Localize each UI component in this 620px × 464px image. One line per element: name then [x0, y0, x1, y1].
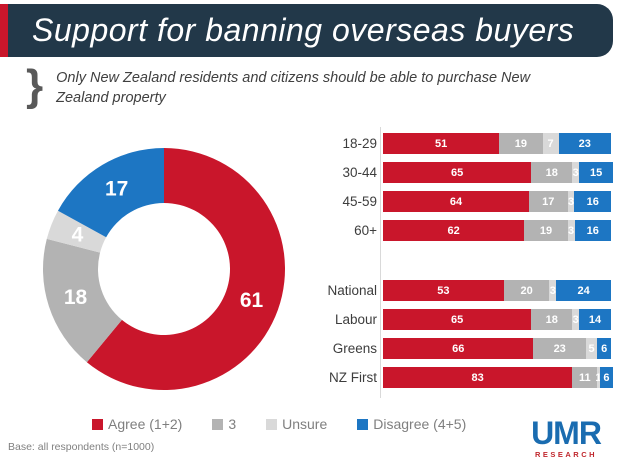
bar-row-label-18-29: 18-29	[342, 136, 377, 151]
bar-segment: 51	[383, 133, 500, 154]
bar-segment: 3	[572, 309, 580, 330]
legend-item-disagree-4-5-: Disagree (4+5)	[357, 416, 466, 432]
bar-row-label-60-: 60+	[354, 223, 377, 238]
donut-value-label: 17	[105, 177, 128, 200]
bar-segment: 3	[567, 220, 575, 241]
bar-segment: 53	[383, 280, 504, 301]
bar-segment: 19	[524, 220, 568, 241]
base-note: Base: all respondents (n=1000)	[8, 441, 155, 453]
legend-swatch-icon	[266, 418, 278, 430]
subtitle-row: } Only New Zealand residents and citizen…	[26, 61, 576, 110]
legend-swatch-icon	[92, 418, 103, 430]
donut-slice-unsure	[46, 210, 107, 253]
bar-segment: 11	[572, 367, 598, 388]
bar-row: 83 11 1 6	[383, 367, 614, 388]
bar-segment: 23	[558, 133, 611, 154]
bar-axis-line	[380, 127, 381, 398]
bar-segment: 6	[597, 338, 611, 359]
donut-slice-disagree-4-5-	[57, 148, 165, 238]
donut-slice-agree-1-2-	[86, 148, 285, 390]
umr-logo-subtext: RESEARCH	[534, 449, 598, 459]
bar-segment: 16	[574, 191, 611, 212]
subtitle: Only New Zealand residents and citizens …	[56, 70, 531, 106]
bar-segment: 1	[595, 367, 602, 388]
donut-chart: 61 18 4 17	[43, 148, 285, 390]
bar-row-label-30-44: 30-44	[342, 165, 377, 180]
bar-row-label-national: National	[327, 283, 377, 298]
bar-segment: 16	[574, 220, 611, 241]
legend-label: Disagree (4+5)	[373, 416, 467, 432]
umr-logo-text: UMR	[531, 415, 602, 451]
chart-legend: Agree (1+2) 3 Unsure Disagree (4+5)	[92, 416, 466, 432]
bar-row-label-45-59: 45-59	[342, 194, 377, 209]
bar-segment: 18	[531, 162, 573, 183]
bar-segment: 65	[383, 309, 532, 330]
bar-segment: 19	[499, 133, 543, 154]
legend-swatch-icon	[357, 418, 369, 430]
umr-logo: UMR RESEARCH	[518, 415, 614, 459]
bar-segment: 83	[383, 367, 573, 388]
legend-swatch-icon	[212, 418, 224, 430]
bar-segment: 66	[383, 338, 534, 359]
title-bar: Support for banning overseas buyers	[0, 4, 613, 57]
bar-row: 66 23 5 6	[383, 338, 611, 359]
bar-segment: 24	[556, 280, 611, 301]
legend-label: Unsure	[282, 416, 328, 432]
bar-segment: 20	[503, 280, 550, 301]
bar-row: 64 17 3 16	[383, 191, 611, 212]
bar-segment: 5	[585, 338, 598, 359]
donut-value-label: 61	[240, 289, 264, 312]
page-title: Support for banning overseas buyers	[32, 12, 575, 48]
bar-row: 65 18 3 14	[383, 309, 611, 330]
donut-value-label: 18	[64, 286, 88, 309]
bar-segment: 3	[567, 191, 575, 212]
bar-row: 65 18 3 15	[383, 162, 614, 183]
donut-slice-3	[43, 238, 122, 363]
title-accent-stripe	[0, 4, 8, 57]
bar-segment: 62	[383, 220, 525, 241]
bar-segment: 7	[542, 133, 559, 154]
brace-icon: }	[26, 61, 44, 110]
bar-segment: 15	[579, 162, 614, 183]
legend-item-3: 3	[212, 416, 236, 432]
bar-row-label-nz-first: NZ First	[329, 370, 377, 385]
legend-item-unsure: Unsure	[266, 416, 327, 432]
bar-row: 53 20 3 24	[383, 280, 611, 301]
bar-segment: 64	[383, 191, 529, 212]
bar-segment: 65	[383, 162, 532, 183]
bar-row: 51 19 7 23	[383, 133, 611, 154]
bar-segment: 17	[528, 191, 568, 212]
legend-item-agree-1-2-: Agree (1+2)	[92, 416, 182, 432]
legend-label: 3	[228, 416, 237, 432]
bar-segment: 23	[533, 338, 586, 359]
bar-segment: 3	[572, 162, 580, 183]
donut-value-label: 4	[72, 223, 84, 246]
bar-segment: 6	[599, 367, 614, 388]
bar-segment: 14	[579, 309, 611, 330]
bar-row-label-greens: Greens	[332, 341, 377, 356]
bar-segment: 18	[531, 309, 573, 330]
bar-row: 62 19 3 16	[383, 220, 611, 241]
bar-row-label-labour: Labour	[334, 312, 377, 327]
bar-segment: 3	[549, 280, 557, 301]
legend-label: Agree (1+2)	[108, 416, 183, 432]
